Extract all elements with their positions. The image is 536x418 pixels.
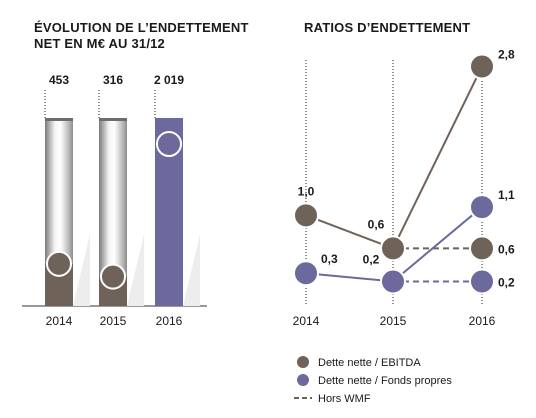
legend-label: Dette nette / Fonds propres (318, 375, 452, 387)
series-point (293, 202, 319, 229)
bar-marker (156, 131, 182, 157)
bar-chart: 453 2014 316 2015 2 019 2016 (22, 73, 207, 328)
series-data-label: 2,8 (498, 48, 515, 62)
legend-marker (297, 356, 309, 368)
legend-marker (297, 374, 309, 386)
series-line-segment (392, 66, 483, 249)
left-chart-title-line-1: ÉVOLUTION DE L’ENDETTEMENT (34, 20, 249, 35)
series-point (293, 260, 319, 287)
line-x-tick-label: 2016 (469, 314, 496, 328)
series-point (380, 235, 406, 262)
series-line-segment (305, 272, 394, 283)
right-chart-title: RATIOS D’ENDETTEMENT (304, 20, 471, 35)
legend: Dette nette / EBITDA Dette nette / Fonds … (294, 356, 452, 405)
legend-label: Hors WMF (318, 393, 371, 405)
series-line-segment (305, 214, 394, 250)
series-data-label: 1,0 (298, 184, 315, 198)
hors-wmf-point (469, 268, 495, 295)
line-chart: 1,0 0,6 2,8 0,6 0,3 0,2 1,1 0,2 2014 2015 2016 (293, 48, 515, 328)
series-point (469, 194, 495, 221)
series-data-label: 0,3 (321, 252, 338, 266)
series-point (469, 53, 495, 80)
bar-shadow (127, 234, 144, 306)
bar-shadow (183, 234, 200, 306)
bar-shadow (73, 234, 90, 306)
bar-marker (46, 250, 72, 277)
series-data-label: 0,6 (368, 217, 385, 231)
bar-cylinder-top (99, 118, 127, 121)
bar-marker (100, 263, 126, 290)
series-point (380, 268, 406, 295)
series-data-label: 1,1 (498, 188, 515, 202)
bar-x-tick-label: 2016 (156, 314, 183, 328)
hors-wmf-data-label: 0,2 (498, 275, 515, 289)
bar-x-tick-label: 2015 (100, 314, 127, 328)
bar-value-label: 316 (103, 73, 123, 87)
series-line-segment (392, 206, 483, 283)
line-x-tick-label: 2014 (293, 314, 320, 328)
series-data-label: 0,2 (363, 252, 380, 266)
bar-x-tick-label: 2014 (46, 314, 73, 328)
bar-value-label: 453 (49, 73, 69, 87)
bar-value-label: 2 019 (154, 73, 184, 87)
legend-label: Dette nette / EBITDA (318, 357, 421, 369)
hors-wmf-point (469, 235, 495, 262)
left-chart-title-line-2: NET EN M€ AU 31/12 (34, 36, 165, 51)
line-x-tick-label: 2015 (380, 314, 407, 328)
hors-wmf-data-label: 0,6 (498, 242, 515, 256)
bar-cylinder-top (45, 118, 73, 121)
